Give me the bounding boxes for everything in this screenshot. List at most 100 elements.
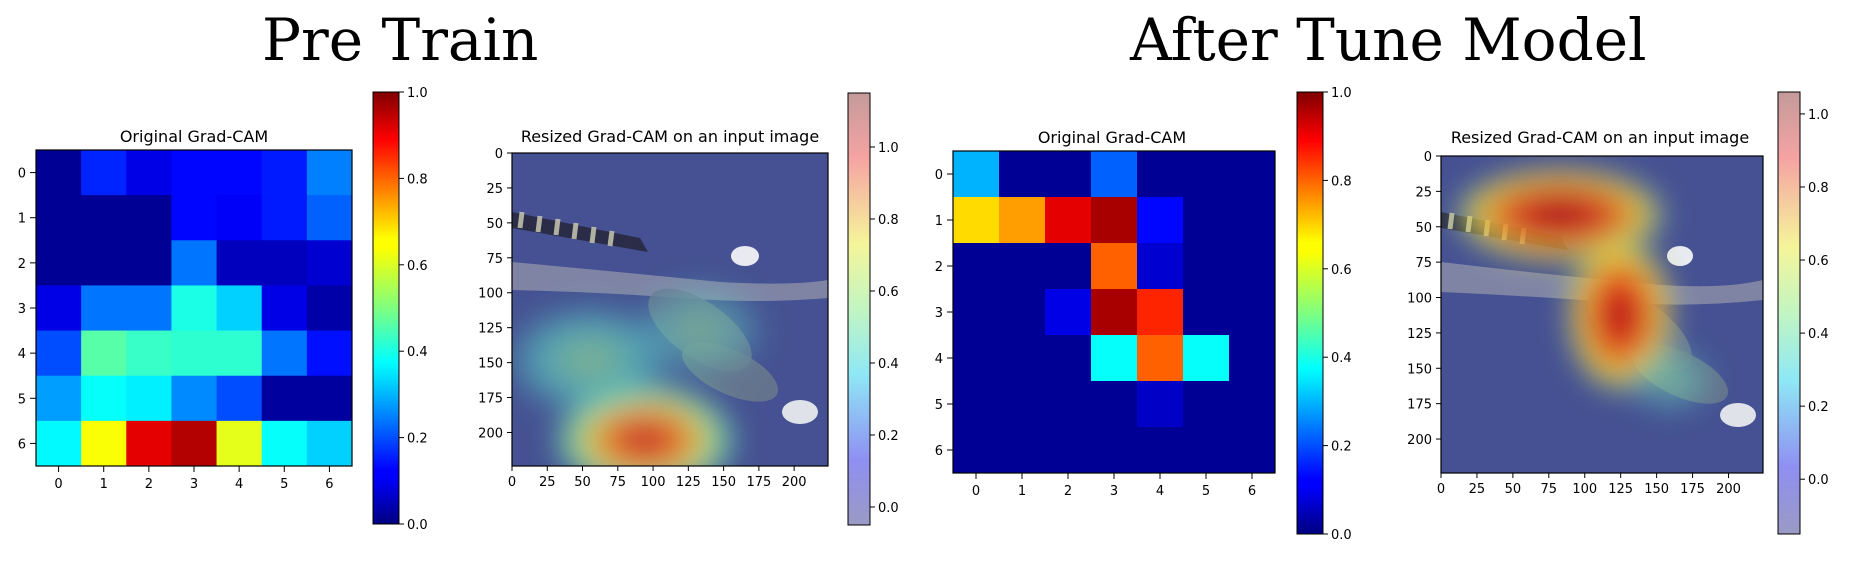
overlay-image-pre xyxy=(512,153,828,466)
pre-original-ytick-6: 6 xyxy=(18,437,26,452)
pre-resized-ytick-125: 125 xyxy=(478,322,503,337)
after-cell-6-6 xyxy=(1229,427,1276,474)
colorbar-after-resized xyxy=(1777,91,1801,535)
pre-original-cbtick-0.4: 0.4 xyxy=(407,345,428,360)
after-resized-xtick-150: 150 xyxy=(1644,482,1669,497)
after-cell-4-5 xyxy=(1183,335,1230,382)
pre-cell-3-3 xyxy=(171,285,218,332)
after-cell-5-3 xyxy=(1091,381,1138,428)
after-cell-3-6 xyxy=(1229,289,1276,336)
after-original-ytick-6: 6 xyxy=(935,444,943,459)
after-original-cbtick-0.0: 0.0 xyxy=(1331,528,1352,543)
pre-cell-6-4 xyxy=(216,420,263,467)
pre-original-xtick-2: 2 xyxy=(145,477,153,492)
after-resized-ytick-100: 100 xyxy=(1407,292,1432,307)
after-resized-cbtick-0.0: 0.0 xyxy=(1808,473,1829,488)
pre-cell-2-3 xyxy=(171,240,218,286)
after-cell-2-4 xyxy=(1137,243,1184,290)
pre-cell-6-6 xyxy=(306,420,353,467)
pre-cell-0-2 xyxy=(126,150,172,196)
after-cell-6-4 xyxy=(1137,427,1184,474)
after-original-cbtick-0.8: 0.8 xyxy=(1331,174,1352,189)
pre-original-ytick-0: 0 xyxy=(18,167,26,182)
pre-cell-5-5 xyxy=(261,375,308,422)
panel-title-after-original: Original Grad-CAM xyxy=(1038,128,1186,147)
after-cell-2-5 xyxy=(1183,243,1230,290)
pre-cell-2-1 xyxy=(81,240,127,286)
after-original-cbtick-0.4: 0.4 xyxy=(1331,351,1352,366)
after-cell-3-0 xyxy=(953,289,1000,336)
after-cell-1-2 xyxy=(1045,197,1092,244)
after-cell-5-4 xyxy=(1137,381,1184,428)
panel-title-pre-original: Original Grad-CAM xyxy=(120,127,268,146)
after-cell-6-1 xyxy=(999,427,1046,474)
after-resized-xtick-200: 200 xyxy=(1716,482,1741,497)
after-cell-0-4 xyxy=(1137,151,1184,198)
after-cell-0-5 xyxy=(1183,151,1230,198)
pre-original-ytick-1: 1 xyxy=(18,212,26,227)
after-resized-ytick-200: 200 xyxy=(1407,433,1432,448)
pre-original-xtick-4: 4 xyxy=(235,477,243,492)
pre-resized-ytick-0: 0 xyxy=(495,147,503,162)
after-cell-2-0 xyxy=(953,243,1000,290)
after-cell-6-0 xyxy=(953,427,1000,474)
after-resized-cbtick-0.4: 0.4 xyxy=(1808,327,1829,342)
after-cell-0-3 xyxy=(1091,151,1138,198)
pre-original-cbtick-0.2: 0.2 xyxy=(407,432,428,447)
pre-cell-1-1 xyxy=(81,195,127,241)
pre-cell-4-2 xyxy=(126,330,172,377)
axes-after-original: 0 1 2 3 4 5 6 0 1 2 3 4 5 6 xyxy=(935,168,1256,499)
pre-original-xtick-0: 0 xyxy=(54,477,62,492)
after-cell-5-0 xyxy=(953,381,1000,428)
pre-cell-3-2 xyxy=(126,285,172,332)
axes-pre-original: 0 1 2 3 4 5 6 0 1 2 3 4 5 6 xyxy=(18,167,334,492)
colorbar-after-original xyxy=(1296,91,1324,535)
after-cell-1-3 xyxy=(1091,197,1138,244)
colorbar-ticks-after-original: 0.0 0.2 0.4 0.6 0.8 1.0 xyxy=(1323,86,1352,543)
after-resized-xtick-75: 75 xyxy=(1541,482,1558,497)
pre-cell-5-0 xyxy=(36,375,82,422)
pre-resized-xtick-75: 75 xyxy=(610,475,627,490)
pre-cell-1-3 xyxy=(171,195,218,241)
pre-cell-6-0 xyxy=(36,420,82,467)
after-cell-0-2 xyxy=(1045,151,1092,198)
pre-resized-cbtick-0.8: 0.8 xyxy=(878,213,899,228)
colorbar-pre-resized xyxy=(847,92,871,526)
after-resized-xtick-25: 25 xyxy=(1469,482,1486,497)
after-original-xtick-5: 5 xyxy=(1202,484,1210,499)
after-cell-4-1 xyxy=(999,335,1046,382)
pre-cell-4-5 xyxy=(261,330,308,377)
after-cell-4-0 xyxy=(953,335,1000,382)
after-cell-6-5 xyxy=(1183,427,1230,474)
after-original-cbtick-0.6: 0.6 xyxy=(1331,263,1352,278)
after-original-cbtick-1.0: 1.0 xyxy=(1331,86,1352,101)
pre-cell-5-2 xyxy=(126,375,172,422)
pre-resized-ytick-150: 150 xyxy=(478,357,503,372)
after-cell-5-6 xyxy=(1229,381,1276,428)
pre-original-cbtick-0.0: 0.0 xyxy=(407,518,428,533)
pre-cell-0-3 xyxy=(171,150,218,196)
pre-resized-xtick-25: 25 xyxy=(539,475,556,490)
after-resized-ytick-0: 0 xyxy=(1424,150,1432,165)
after-resized-xtick-50: 50 xyxy=(1505,482,1522,497)
after-cell-2-1 xyxy=(999,243,1046,290)
pre-cell-2-0 xyxy=(36,240,82,286)
after-cell-4-3 xyxy=(1091,335,1138,382)
panel-pre-resized: Resized Grad-CAM on an input image xyxy=(478,92,899,526)
after-cell-0-0 xyxy=(953,151,1000,198)
after-original-ytick-0: 0 xyxy=(935,168,943,183)
colorbar-ticks-after-resized: 0.0 0.2 0.4 0.6 0.8 1.0 xyxy=(1800,108,1829,488)
pre-cell-0-5 xyxy=(261,150,308,196)
pre-cell-3-5 xyxy=(261,285,308,332)
pre-resized-xtick-200: 200 xyxy=(782,475,807,490)
after-cell-0-6 xyxy=(1229,151,1276,198)
panel-after-resized: Resized Grad-CAM on an input image 0 25 50… xyxy=(1407,91,1829,535)
pre-cell-6-5 xyxy=(261,420,308,467)
after-cell-1-4 xyxy=(1137,197,1184,244)
section-title-pre-train: Pre Train xyxy=(262,6,539,74)
colorbar-ticks-pre-original: 0.0 0.2 0.4 0.6 0.8 1.0 xyxy=(399,86,428,533)
pre-cell-3-1 xyxy=(81,285,127,332)
pre-resized-xtick-100: 100 xyxy=(641,475,666,490)
pre-resized-ytick-100: 100 xyxy=(478,287,503,302)
pre-original-ytick-2: 2 xyxy=(18,257,26,272)
